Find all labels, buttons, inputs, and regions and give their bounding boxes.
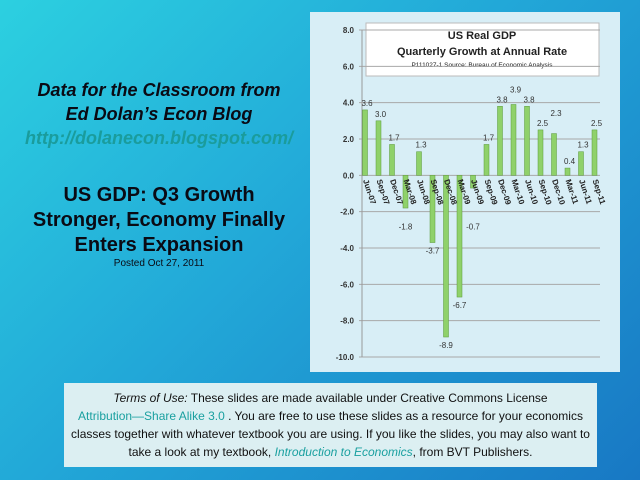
- data-label: 1.3: [577, 141, 589, 150]
- y-tick-label: -8.0: [340, 317, 354, 326]
- bar: [510, 104, 517, 176]
- data-label: 3.8: [523, 95, 535, 104]
- data-label: 3.6: [361, 99, 373, 108]
- left-column: Data for the Classroom from Ed Dolan’s E…: [8, 78, 310, 270]
- bar: [564, 167, 571, 176]
- data-label: 2.5: [591, 119, 603, 128]
- bar: [429, 175, 436, 243]
- bar: [456, 175, 463, 298]
- blog-line-1: Data for the Classroom from: [37, 80, 281, 100]
- blog-line-2: Ed Dolan’s Econ Blog: [65, 104, 253, 124]
- y-tick-label: 8.0: [343, 26, 355, 35]
- bar: [483, 144, 490, 176]
- posted-date: Posted Oct 27, 2011: [113, 258, 205, 269]
- terms-text-3: , from BVT Publishers.: [412, 445, 533, 459]
- data-label: 1.7: [388, 133, 400, 142]
- bar: [591, 129, 598, 176]
- y-tick-label: -10.0: [336, 353, 355, 362]
- y-tick-label: 2.0: [343, 135, 355, 144]
- y-tick-label: -2.0: [340, 208, 354, 217]
- chart-title-box: [365, 22, 600, 77]
- bar: [362, 109, 368, 176]
- data-label: 3.9: [510, 85, 522, 94]
- headline-line-3: Enters Expansion: [74, 234, 244, 256]
- bar: [497, 106, 503, 176]
- bar: [416, 151, 422, 176]
- bar: [551, 133, 557, 176]
- y-tick-label: -6.0: [340, 280, 354, 289]
- bar: [578, 151, 584, 176]
- bar: [402, 175, 409, 209]
- y-tick-label: 0.0: [343, 171, 355, 180]
- bar: [375, 120, 382, 176]
- chart-title: US Real GDP: [448, 30, 516, 42]
- data-label: 2.3: [550, 109, 562, 118]
- bar: [537, 129, 544, 176]
- data-label: 1.7: [483, 133, 495, 142]
- chart-subtitle: Quarterly Growth at Annual Rate: [397, 46, 567, 58]
- terms-text-1: These slides are made available under Cr…: [187, 391, 548, 405]
- chart-source: P111027-1 Source: Bureau of Economic Ana…: [411, 62, 553, 69]
- data-label: 1.3: [415, 141, 427, 150]
- data-label: -1.8: [399, 222, 413, 231]
- headline-line-2: Stronger, Economy Finally: [32, 209, 286, 231]
- bar: [524, 106, 530, 176]
- y-tick-label: -4.0: [340, 244, 354, 253]
- data-label: -0.7: [466, 222, 480, 231]
- gdp-chart: US Real GDP Quarterly Growth at Annual R…: [310, 12, 620, 372]
- bar: [443, 175, 449, 338]
- bar: [470, 175, 476, 189]
- data-label: -3.7: [426, 247, 440, 256]
- data-label: 2.5: [537, 119, 549, 128]
- bar: [389, 144, 395, 176]
- y-tick-label: 4.0: [343, 99, 355, 108]
- data-label: -6.7: [453, 301, 467, 310]
- y-tick-label: 6.0: [343, 62, 355, 71]
- blog-url-link[interactable]: http://dolanecon.blogspot.com/: [25, 128, 293, 148]
- data-label: 3.8: [496, 95, 508, 104]
- headline-line-1: US GDP: Q3 Growth: [63, 184, 255, 206]
- data-label: -8.9: [439, 341, 453, 350]
- textbook-link[interactable]: Introduction to Economics: [274, 445, 413, 459]
- terms-text-2: . You are free to use these slides as a …: [71, 409, 590, 459]
- terms-of-use: Terms of Use: These slides are made avai…: [64, 383, 597, 467]
- license-link[interactable]: Attribution—Share Alike 3.0: [78, 409, 225, 423]
- terms-label: Terms of Use:: [113, 391, 188, 405]
- data-label: 0.4: [564, 157, 576, 166]
- data-label: 3.0: [375, 110, 387, 119]
- chart-svg: US Real GDP Quarterly Growth at Annual R…: [336, 22, 607, 362]
